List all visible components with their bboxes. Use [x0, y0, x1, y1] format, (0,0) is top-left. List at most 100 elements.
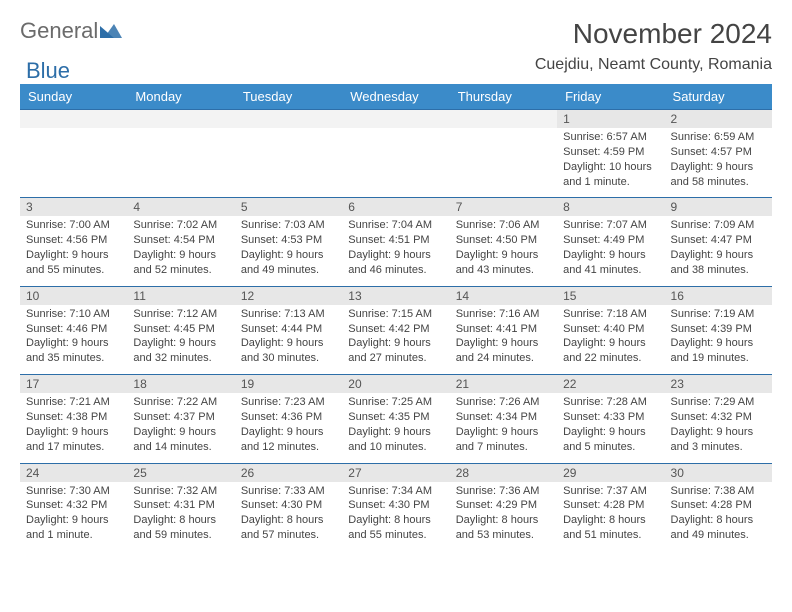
sunset-text: Sunset: 4:28 PM — [563, 498, 658, 513]
day-info-cell: Sunrise: 7:29 AMSunset: 4:32 PMDaylight:… — [665, 393, 772, 463]
day-info-cell: Sunrise: 7:10 AMSunset: 4:46 PMDaylight:… — [20, 305, 127, 375]
day-info-cell — [20, 128, 127, 198]
sunset-text: Sunset: 4:30 PM — [348, 498, 443, 513]
page-title: November 2024 — [573, 18, 772, 50]
daylight-text: Daylight: 8 hours and 59 minutes. — [133, 513, 228, 543]
sunrise-text: Sunrise: 7:38 AM — [671, 484, 766, 499]
sunrise-text: Sunrise: 7:21 AM — [26, 395, 121, 410]
sunset-text: Sunset: 4:59 PM — [563, 145, 658, 160]
day-info-cell: Sunrise: 7:21 AMSunset: 4:38 PMDaylight:… — [20, 393, 127, 463]
day-number-cell: 6 — [342, 198, 449, 217]
sunrise-text: Sunrise: 7:29 AM — [671, 395, 766, 410]
daynum-row: 17181920212223 — [20, 375, 772, 394]
sunrise-text: Sunrise: 7:23 AM — [241, 395, 336, 410]
day-info-cell: Sunrise: 7:30 AMSunset: 4:32 PMDaylight:… — [20, 482, 127, 551]
day-header-row: Sunday Monday Tuesday Wednesday Thursday… — [20, 84, 772, 110]
daylight-text: Daylight: 9 hours and 14 minutes. — [133, 425, 228, 455]
day-number-cell: 21 — [450, 375, 557, 394]
day-header: Tuesday — [235, 84, 342, 110]
sunset-text: Sunset: 4:53 PM — [241, 233, 336, 248]
day-number-cell: 23 — [665, 375, 772, 394]
info-row: Sunrise: 6:57 AMSunset: 4:59 PM Daylight:… — [20, 128, 772, 198]
day-info-cell: Sunrise: 7:15 AMSunset: 4:42 PMDaylight:… — [342, 305, 449, 375]
day-info-cell: Sunrise: 7:37 AMSunset: 4:28 PMDaylight:… — [557, 482, 664, 551]
day-info-cell: Sunrise: 7:22 AMSunset: 4:37 PMDaylight:… — [127, 393, 234, 463]
day-header: Monday — [127, 84, 234, 110]
info-row: Sunrise: 7:00 AMSunset: 4:56 PMDaylight:… — [20, 216, 772, 286]
day-info-cell: Sunrise: 7:28 AMSunset: 4:33 PMDaylight:… — [557, 393, 664, 463]
day-info-cell — [235, 128, 342, 198]
daynum-row: 10111213141516 — [20, 286, 772, 305]
sunset-text: Sunset: 4:44 PM — [241, 322, 336, 337]
day-info-cell: Sunrise: 7:09 AMSunset: 4:47 PMDaylight:… — [665, 216, 772, 286]
day-info-cell: Sunrise: 7:26 AMSunset: 4:34 PMDaylight:… — [450, 393, 557, 463]
daylight-text: Daylight: 9 hours and 10 minutes. — [348, 425, 443, 455]
daylight-text: Daylight: 9 hours and 24 minutes. — [456, 336, 551, 366]
day-number-cell: 22 — [557, 375, 664, 394]
day-header: Friday — [557, 84, 664, 110]
sunrise-text: Sunrise: 7:19 AM — [671, 307, 766, 322]
day-number-cell: 19 — [235, 375, 342, 394]
sunrise-text: Sunrise: 7:28 AM — [563, 395, 658, 410]
daylight-text: Daylight: 9 hours and 7 minutes. — [456, 425, 551, 455]
info-row: Sunrise: 7:30 AMSunset: 4:32 PM Daylight:… — [20, 482, 772, 551]
sunrise-text: Sunrise: 7:30 AM — [26, 484, 121, 499]
day-info-cell: Sunrise: 7:02 AMSunset: 4:54 PMDaylight:… — [127, 216, 234, 286]
daylight-text: Daylight: 9 hours and 22 minutes. — [563, 336, 658, 366]
day-info-cell: Sunrise: 7:33 AMSunset: 4:30 PMDaylight:… — [235, 482, 342, 551]
day-number-cell — [450, 110, 557, 129]
sunrise-text: Sunrise: 7:26 AM — [456, 395, 551, 410]
sunset-text: Sunset: 4:32 PM — [671, 410, 766, 425]
sunrise-text: Sunrise: 6:57 AM — [563, 130, 658, 145]
sunset-text: Sunset: 4:34 PM — [456, 410, 551, 425]
day-number-cell: 17 — [20, 375, 127, 394]
sunrise-text: Sunrise: 7:12 AM — [133, 307, 228, 322]
day-header: Saturday — [665, 84, 772, 110]
sunset-text: Sunset: 4:45 PM — [133, 322, 228, 337]
sunset-text: Sunset: 4:46 PM — [26, 322, 121, 337]
sunset-text: Sunset: 4:56 PM — [26, 233, 121, 248]
daylight-text: Daylight: 9 hours and 30 minutes. — [241, 336, 336, 366]
day-info-cell: Sunrise: 7:06 AMSunset: 4:50 PMDaylight:… — [450, 216, 557, 286]
daylight-text: Daylight: 9 hours and 12 minutes. — [241, 425, 336, 455]
sunset-text: Sunset: 4:33 PM — [563, 410, 658, 425]
day-info-cell: Sunrise: 6:57 AMSunset: 4:59 PMDaylight:… — [557, 128, 664, 198]
day-number-cell: 24 — [20, 463, 127, 482]
sunset-text: Sunset: 4:35 PM — [348, 410, 443, 425]
logo-text-general: General — [20, 18, 98, 44]
day-number-cell: 14 — [450, 286, 557, 305]
sunset-text: Sunset: 4:49 PM — [563, 233, 658, 248]
day-info-cell: Sunrise: 7:12 AMSunset: 4:45 PMDaylight:… — [127, 305, 234, 375]
day-info-cell — [450, 128, 557, 198]
day-info-cell: Sunrise: 7:36 AMSunset: 4:29 PMDaylight:… — [450, 482, 557, 551]
daylight-text: Daylight: 9 hours and 19 minutes. — [671, 336, 766, 366]
daylight-text: Daylight: 8 hours and 49 minutes. — [671, 513, 766, 543]
daylight-text: Daylight: 8 hours and 55 minutes. — [348, 513, 443, 543]
header: General November 2024 — [20, 18, 772, 50]
sunrise-text: Sunrise: 7:37 AM — [563, 484, 658, 499]
sunrise-text: Sunrise: 7:32 AM — [133, 484, 228, 499]
day-number-cell — [20, 110, 127, 129]
sunrise-text: Sunrise: 7:36 AM — [456, 484, 551, 499]
sunset-text: Sunset: 4:51 PM — [348, 233, 443, 248]
daylight-text: Daylight: 9 hours and 35 minutes. — [26, 336, 121, 366]
day-number-cell: 25 — [127, 463, 234, 482]
day-number-cell: 18 — [127, 375, 234, 394]
sunset-text: Sunset: 4:36 PM — [241, 410, 336, 425]
daylight-text: Daylight: 9 hours and 58 minutes. — [671, 160, 766, 190]
sunrise-text: Sunrise: 7:18 AM — [563, 307, 658, 322]
sunset-text: Sunset: 4:31 PM — [133, 498, 228, 513]
daylight-text: Daylight: 8 hours and 51 minutes. — [563, 513, 658, 543]
logo-triangle-icon — [100, 22, 124, 40]
day-info-cell: Sunrise: 7:32 AMSunset: 4:31 PMDaylight:… — [127, 482, 234, 551]
day-info-cell: Sunrise: 7:34 AMSunset: 4:30 PMDaylight:… — [342, 482, 449, 551]
day-number-cell — [127, 110, 234, 129]
daylight-text: Daylight: 9 hours and 17 minutes. — [26, 425, 121, 455]
day-number-cell: 16 — [665, 286, 772, 305]
sunrise-text: Sunrise: 7:04 AM — [348, 218, 443, 233]
day-info-cell: Sunrise: 7:04 AMSunset: 4:51 PMDaylight:… — [342, 216, 449, 286]
day-number-cell — [342, 110, 449, 129]
day-number-cell: 1 — [557, 110, 664, 129]
sunset-text: Sunset: 4:32 PM — [26, 498, 121, 513]
day-info-cell: Sunrise: 7:13 AMSunset: 4:44 PMDaylight:… — [235, 305, 342, 375]
